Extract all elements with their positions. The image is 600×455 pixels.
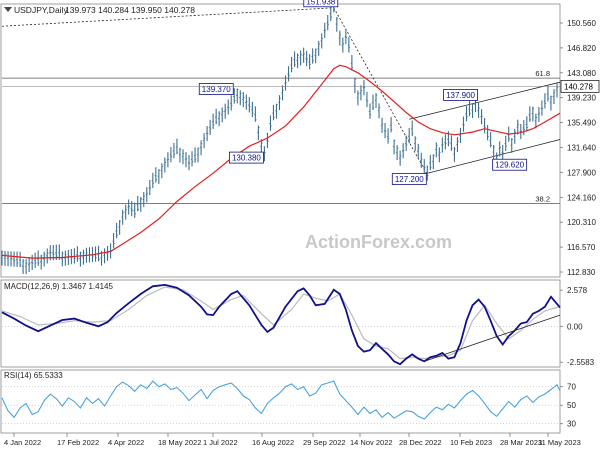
macd-y-tick-label: 2.578	[567, 286, 588, 295]
ohlc-readout: 139.973 140.284 139.950 140.278	[65, 5, 195, 15]
y-tick-label: 143.080	[567, 69, 596, 78]
price-annotation-box	[492, 158, 528, 171]
price-annotation-label: 129.620	[495, 161, 524, 170]
x-tick-label: 16 Aug 2022	[252, 438, 294, 447]
x-tick-label: 28 Dec 2022	[399, 438, 442, 447]
rsi-line	[1, 380, 561, 420]
rsi-pane-frame	[0, 369, 561, 434]
x-tick-label: 1 Jul 2022	[203, 438, 238, 447]
trend-line	[409, 81, 561, 120]
macd-trend-line	[424, 314, 561, 362]
y-tick-label: 150.560	[567, 19, 596, 28]
trend-line	[1, 7, 334, 27]
watermark: ActionForex.com	[305, 232, 452, 252]
price-annotation-label: 139.370	[202, 85, 231, 94]
x-tick-label: 28 Mar 2023	[500, 438, 542, 447]
price-annotation-label: 151.938	[306, 0, 335, 6]
trend-line	[333, 7, 428, 175]
last-price-label: 140.278	[564, 82, 593, 91]
y-tick-label: 120.310	[567, 218, 596, 227]
x-tick-label: 14 Nov 2022	[350, 438, 393, 447]
y-tick-label: 131.640	[567, 144, 596, 153]
macd-line	[1, 283, 561, 366]
y-tick-label: 112.830	[567, 268, 596, 277]
y-tick-label: 135.490	[567, 119, 596, 128]
price-annotation-label: 127.200	[395, 175, 424, 184]
last-price-tag	[560, 79, 600, 93]
rsi-y-tick-label: 50	[567, 401, 576, 410]
main-pane-frame	[0, 3, 561, 278]
y-tick-label: 127.900	[567, 168, 596, 177]
fib-level-label: 61.8	[535, 69, 550, 78]
rsi-y-tick-label: 30	[567, 420, 576, 429]
macd-pane-frame	[0, 279, 561, 368]
rsi-title: RSI(14) 65.5333	[4, 371, 63, 380]
price-annotation-box	[229, 151, 264, 164]
x-tick-label: 11 May 2023	[538, 438, 581, 447]
price-annotation-label: 130.380	[232, 154, 261, 163]
y-tick-label: 116.570	[567, 243, 596, 252]
price-annotation-box	[443, 89, 478, 101]
price-annotation-label: 137.900	[446, 91, 475, 100]
x-tick-label: 4 Apr 2022	[108, 438, 144, 447]
symbol-label: USDJPY,Daily	[14, 5, 68, 15]
y-tick-label: 124.160	[567, 193, 596, 202]
x-tick-label: 10 Feb 2023	[450, 438, 492, 447]
y-tick-label: 139.230	[567, 94, 596, 103]
macd-y-tick-label: 0.00	[567, 322, 583, 331]
macd-y-tick-label: -2.5583	[567, 358, 595, 367]
price-annotation-box	[391, 173, 427, 185]
macd-title: MACD(12,26,9) 1.3467 1.4145	[4, 282, 114, 291]
x-tick-label: 29 Sep 2022	[303, 438, 346, 447]
price-annotation-box	[303, 0, 339, 8]
x-tick-label: 4 Jan 2022	[4, 438, 41, 447]
y-tick-label: 146.820	[567, 44, 596, 53]
moving-average-line	[1, 64, 561, 259]
price-annotation-box	[198, 83, 234, 95]
dropdown-triangle-icon	[4, 7, 12, 12]
macd-signal-line	[1, 286, 561, 360]
x-tick-label: 18 May 2022	[158, 438, 201, 447]
x-tick-label: 17 Feb 2022	[57, 438, 99, 447]
trend-line	[409, 139, 561, 179]
rsi-y-tick-label: 70	[567, 383, 576, 392]
fib-level-label: 38.2	[535, 195, 550, 204]
